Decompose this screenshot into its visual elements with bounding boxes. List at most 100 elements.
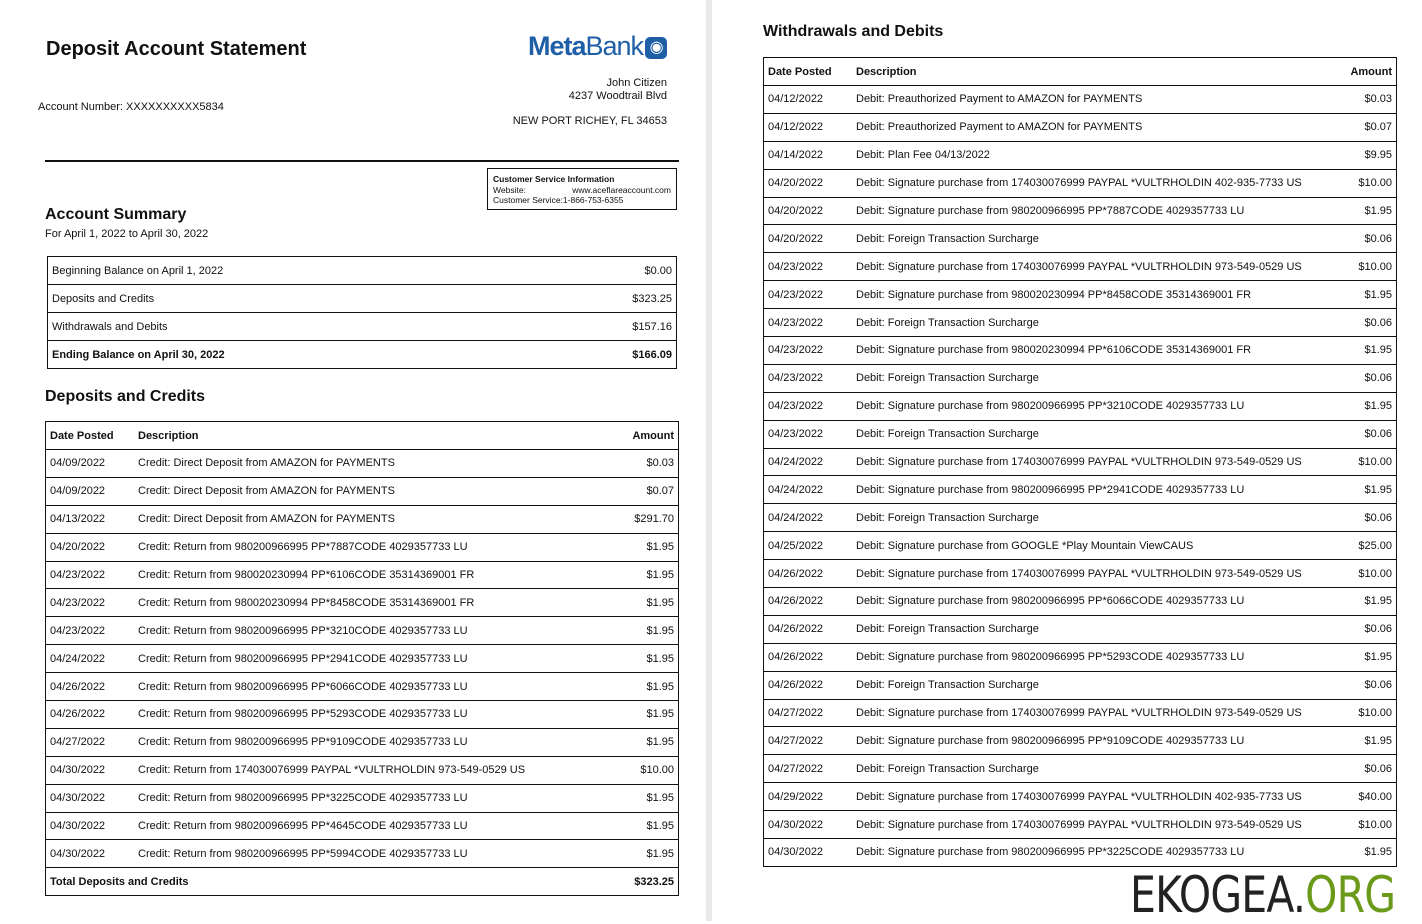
cs-website-label: Website: — [493, 184, 526, 195]
description: Debit: Preauthorized Payment to AMAZON f… — [852, 113, 1343, 142]
cs-phone: Customer Service:1-866-753-6355 — [493, 195, 624, 205]
table-row: 04/12/2022 Debit: Preauthorized Payment t… — [763, 85, 1397, 114]
table-row: 04/20/2022 Credit: Return from 9802009669… — [45, 533, 679, 562]
date-posted: 04/20/2022 — [763, 224, 852, 254]
table-header: Date Posted Description Amount — [763, 57, 1397, 86]
date-posted: 04/23/2022 — [763, 280, 852, 310]
summary-row: Ending Balance on April 30, 2022 $166.09 — [47, 340, 677, 369]
table-row: 04/26/2022 Debit: Signature purchase from… — [763, 643, 1397, 672]
table-row: 04/26/2022 Debit: Signature purchase from… — [763, 587, 1397, 616]
date-posted: 04/26/2022 — [45, 700, 134, 729]
amount: $1.95 — [1342, 280, 1397, 310]
date-posted: 04/25/2022 — [763, 531, 852, 561]
table-row: 04/24/2022 Debit: Signature purchase from… — [763, 475, 1397, 505]
customer-city: NEW PORT RICHEY, FL 34653 — [512, 115, 667, 127]
customer-name: John Citizen — [606, 77, 667, 89]
amount: $10.00 — [1342, 448, 1397, 477]
description: Debit: Foreign Transaction Surcharge — [852, 754, 1343, 784]
table-row: 04/13/2022 Credit: Direct Deposit from AM… — [45, 505, 679, 534]
table-row: 04/27/2022 Debit: Foreign Transaction Sur… — [763, 754, 1397, 784]
table-row: 04/30/2022 Debit: Signature purchase from… — [763, 838, 1397, 867]
date-posted: 04/30/2022 — [45, 812, 134, 841]
description: Debit: Signature purchase from 980200966… — [852, 643, 1343, 672]
date-posted: 04/23/2022 — [763, 308, 852, 338]
date-posted: 04/26/2022 — [763, 671, 852, 700]
amount: $1.95 — [1342, 475, 1397, 505]
date-posted: 04/23/2022 — [45, 616, 134, 646]
amount: $1.95 — [1342, 726, 1397, 756]
date-posted: 04/12/2022 — [763, 85, 852, 114]
watermark: EKOGEA.ORG — [1130, 866, 1396, 924]
table-row: 04/27/2022 Debit: Signature purchase from… — [763, 699, 1397, 728]
description: Credit: Direct Deposit from AMAZON for P… — [134, 477, 618, 506]
amount: $1.95 — [1342, 197, 1397, 226]
amount: $10.00 — [1342, 699, 1397, 728]
description: Debit: Signature purchase from 980200966… — [852, 197, 1343, 226]
date-posted: 04/14/2022 — [763, 141, 852, 170]
amount: $0.06 — [1342, 671, 1397, 700]
date-posted: 04/20/2022 — [763, 169, 852, 198]
summary-row: Deposits and Credits $323.25 — [47, 284, 677, 313]
total-label: Total Deposits and Credits — [45, 867, 618, 897]
table-row: 04/26/2022 Debit: Signature purchase from… — [763, 559, 1397, 589]
amount: $1.95 — [1342, 587, 1397, 616]
description: Debit: Signature purchase from 174030076… — [852, 559, 1343, 589]
date-posted: 04/29/2022 — [763, 782, 852, 812]
description: Debit: Signature purchase from GOOGLE *P… — [852, 531, 1343, 561]
table-row: 04/29/2022 Debit: Signature purchase from… — [763, 782, 1397, 812]
date-posted: 04/20/2022 — [763, 197, 852, 226]
table-row: 04/23/2022 Debit: Foreign Transaction Sur… — [763, 364, 1397, 393]
table-row: 04/24/2022 Debit: Foreign Transaction Sur… — [763, 503, 1397, 533]
summary-period: For April 1, 2022 to April 30, 2022 — [45, 228, 209, 240]
table-row: 04/20/2022 Debit: Foreign Transaction Sur… — [763, 224, 1397, 254]
description: Debit: Signature purchase from 174030076… — [852, 810, 1343, 840]
date-posted: 04/09/2022 — [45, 449, 134, 478]
header-date: Date Posted — [763, 57, 852, 86]
description: Debit: Foreign Transaction Surcharge — [852, 224, 1343, 254]
description: Credit: Return from 980200966995 PP*3210… — [134, 616, 618, 646]
summary-label: Beginning Balance on April 1, 2022 — [47, 256, 545, 285]
table-row: 04/26/2022 Debit: Foreign Transaction Sur… — [763, 671, 1397, 700]
withdrawals-title: Withdrawals and Debits — [763, 23, 944, 40]
table-row: 04/27/2022 Debit: Signature purchase from… — [763, 726, 1397, 756]
customer-street: 4237 Woodtrail Blvd — [568, 90, 667, 102]
summary-title: Account Summary — [45, 206, 187, 223]
table-row: 04/09/2022 Credit: Direct Deposit from AM… — [45, 477, 679, 506]
amount: $1.95 — [617, 561, 679, 590]
date-posted: 04/24/2022 — [45, 644, 134, 674]
table-row: 04/23/2022 Credit: Return from 9802009669… — [45, 616, 679, 646]
header-date: Date Posted — [45, 421, 134, 450]
table-row: 04/23/2022 Credit: Return from 9800202309… — [45, 588, 679, 618]
table-row: 04/20/2022 Debit: Signature purchase from… — [763, 197, 1397, 226]
date-posted: 04/26/2022 — [763, 643, 852, 672]
table-row: 04/26/2022 Debit: Foreign Transaction Sur… — [763, 615, 1397, 644]
description: Debit: Signature purchase from 980200966… — [852, 475, 1343, 505]
summary-amount: $323.25 — [544, 284, 677, 313]
table-row: 04/24/2022 Credit: Return from 9802009669… — [45, 644, 679, 674]
date-posted: 04/12/2022 — [763, 113, 852, 142]
date-posted: 04/13/2022 — [45, 505, 134, 534]
cs-website: www.aceflareaccount.com — [572, 184, 671, 195]
table-row: 04/23/2022 Debit: Signature purchase from… — [763, 392, 1397, 421]
table-row: 04/24/2022 Debit: Signature purchase from… — [763, 448, 1397, 477]
table-row: 04/09/2022 Credit: Direct Deposit from AM… — [45, 449, 679, 478]
description: Debit: Signature purchase from 174030076… — [852, 169, 1343, 198]
date-posted: 04/23/2022 — [45, 561, 134, 590]
amount: $0.06 — [1342, 308, 1397, 338]
description: Debit: Plan Fee 04/13/2022 — [852, 141, 1343, 170]
amount: $0.06 — [1342, 754, 1397, 784]
table-row: 04/20/2022 Debit: Signature purchase from… — [763, 169, 1397, 198]
date-posted: 04/30/2022 — [45, 839, 134, 869]
description: Credit: Return from 980200966995 PP*7887… — [134, 533, 618, 562]
metabank-logo: MetaBank ◉ — [528, 30, 668, 62]
description: Debit: Foreign Transaction Surcharge — [852, 364, 1343, 393]
description: Debit: Foreign Transaction Surcharge — [852, 420, 1343, 449]
table-row: 04/26/2022 Credit: Return from 9802009669… — [45, 700, 679, 729]
date-posted: 04/30/2022 — [45, 756, 134, 785]
table-row: 04/26/2022 Credit: Return from 9802009669… — [45, 672, 679, 702]
date-posted: 04/30/2022 — [763, 838, 852, 867]
summary-amount: $0.00 — [544, 256, 677, 285]
description: Debit: Foreign Transaction Surcharge — [852, 503, 1343, 533]
summary-row: Beginning Balance on April 1, 2022 $0.00 — [47, 256, 677, 285]
description: Credit: Return from 980020230994 PP*6106… — [134, 561, 618, 590]
